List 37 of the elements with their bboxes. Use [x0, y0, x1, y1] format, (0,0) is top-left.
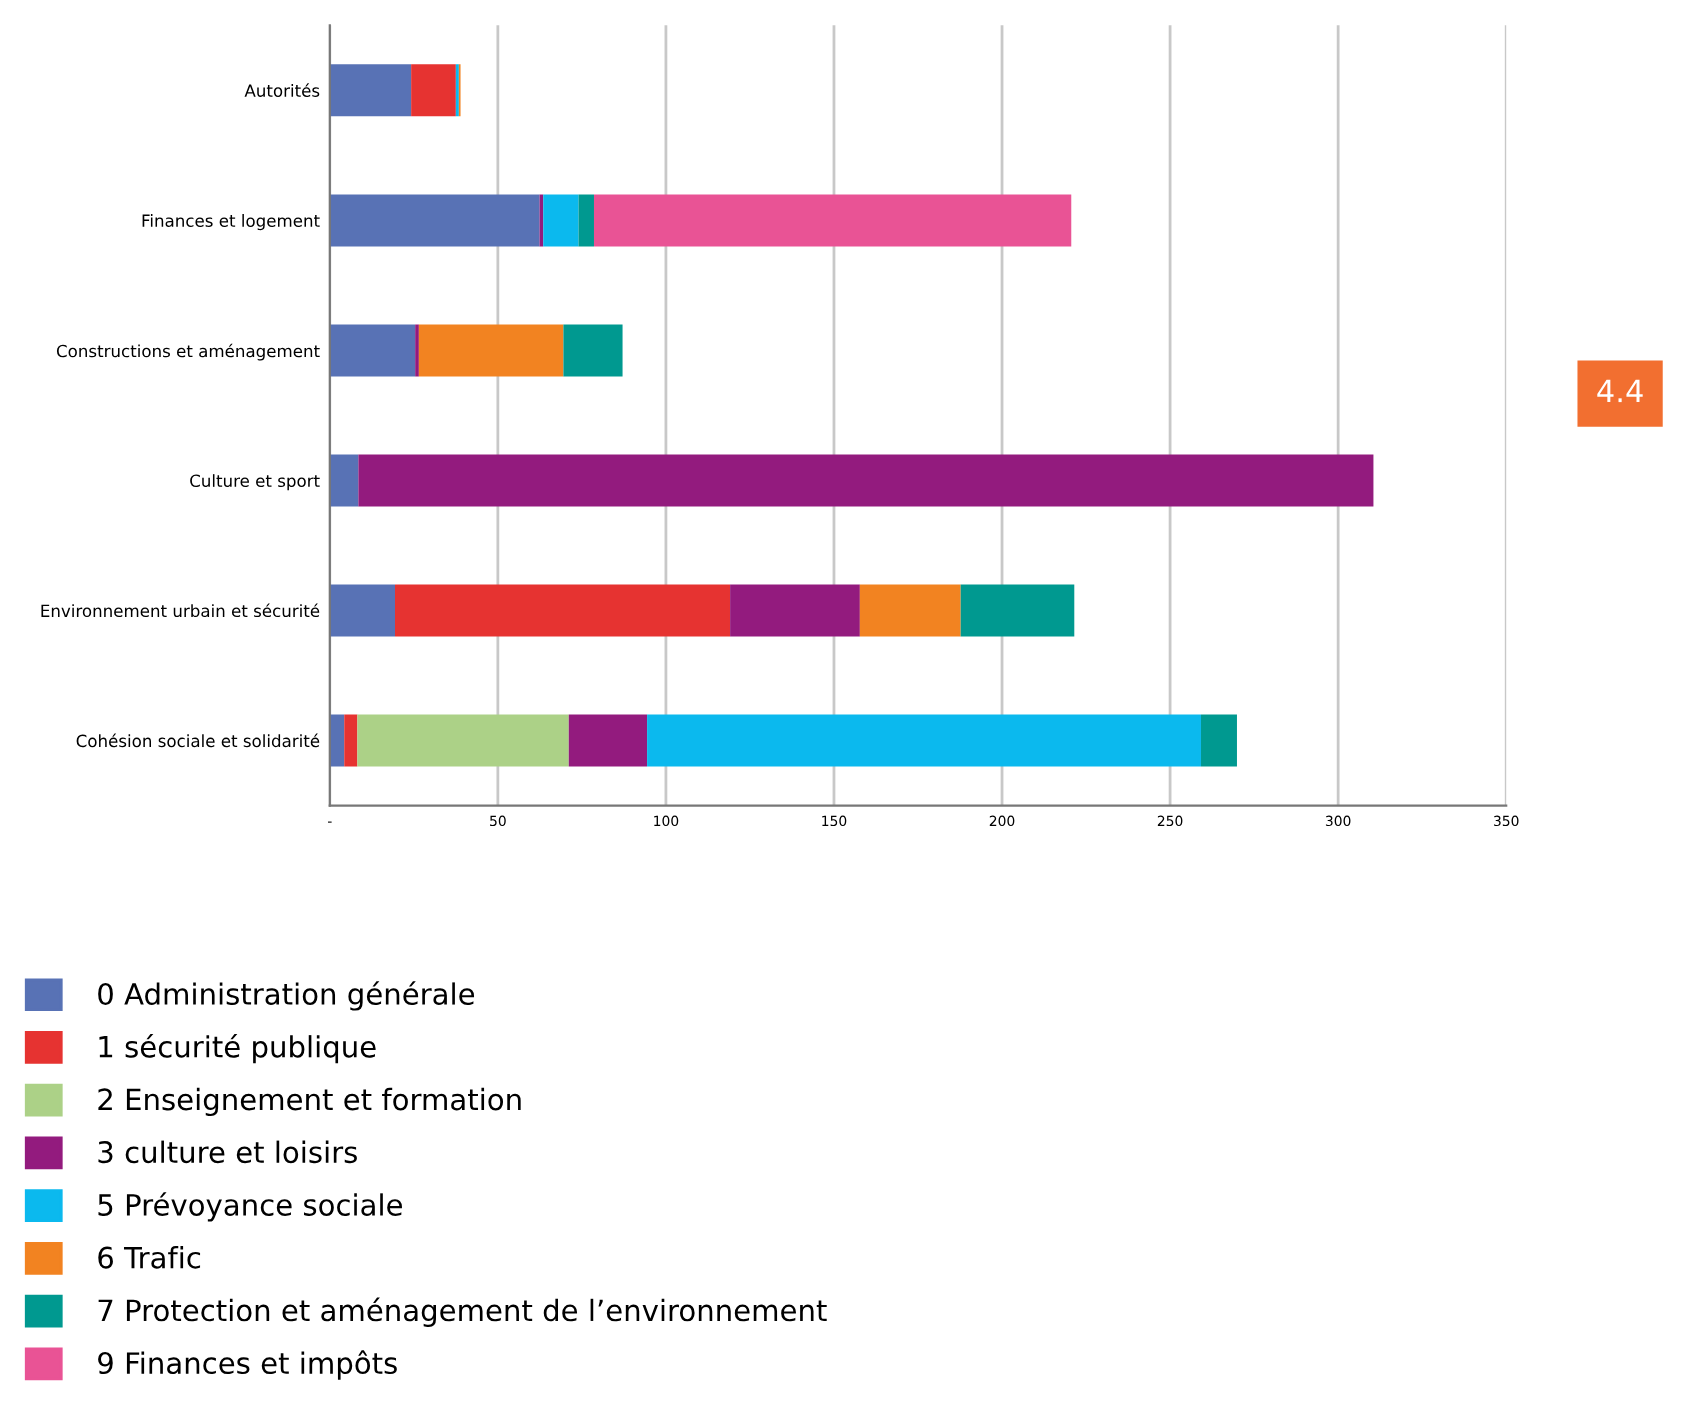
bar	[411, 64, 456, 117]
bar	[647, 714, 1202, 767]
legend-label: 1 sécurité publique	[99, 1033, 376, 1064]
bar	[859, 584, 961, 637]
bar	[1201, 714, 1237, 767]
legend-label: 3 culture et loisirs	[98, 1140, 357, 1164]
bar	[578, 194, 594, 247]
bar	[329, 324, 416, 377]
bar	[329, 64, 412, 117]
bar	[568, 714, 648, 767]
bar	[418, 324, 564, 377]
y-tick-label: Cohésion sociale et solidarité	[76, 733, 320, 748]
bar	[357, 714, 569, 767]
bar	[329, 584, 396, 637]
y-tick-label: Autorités	[244, 83, 320, 97]
text: 4.4	[1597, 379, 1643, 403]
y-tick-label: Constructions et aménagement	[56, 343, 320, 361]
legend-label: 5 Prévoyance sociale	[98, 1192, 402, 1222]
bar	[329, 194, 540, 247]
bar	[730, 584, 860, 637]
legend-label: 9 Finances et impôts	[98, 1350, 397, 1380]
y-tick-label: Culture et sport	[190, 474, 320, 491]
legend-label: 0 Administration générale	[98, 981, 475, 1011]
legend-label: 2 Enseignement et formation	[98, 1087, 521, 1117]
y-tick-label: Finances et logement	[142, 214, 320, 231]
bar	[329, 714, 345, 767]
bar	[395, 584, 731, 637]
bar	[543, 194, 579, 247]
legend-label: 6 Trafic	[98, 1246, 201, 1269]
bar	[593, 194, 1072, 247]
bar	[563, 324, 623, 377]
y-tick-label: Environnement urbain et sécurité	[41, 603, 320, 618]
bar	[358, 454, 1374, 507]
bar	[960, 584, 1075, 637]
bar	[344, 714, 358, 767]
legend-label: 7 Protection et aménagement de l’environnement	[98, 1297, 827, 1328]
bar	[329, 454, 359, 507]
